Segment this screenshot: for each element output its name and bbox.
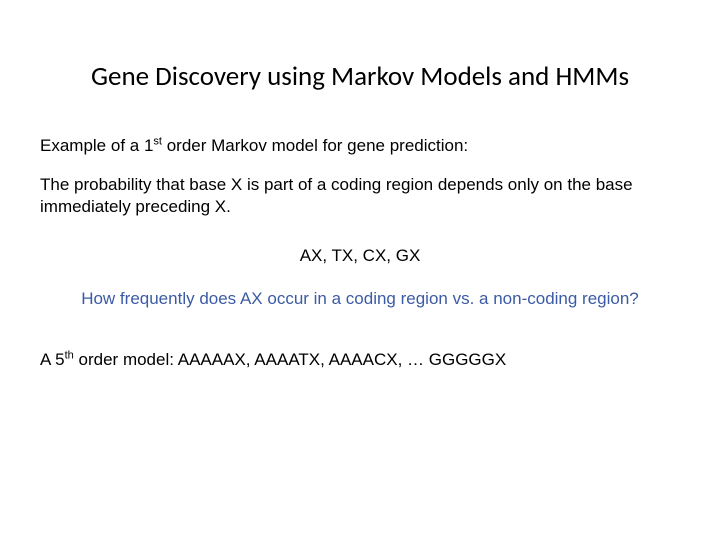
- fifth-order-model: A 5th order model: AAAAAX, AAAATX, AAAAC…: [40, 349, 680, 370]
- fifth-sup: th: [65, 350, 74, 362]
- example-pre: Example of a 1: [40, 136, 153, 155]
- slide-title: Gene Discovery using Markov Models and H…: [40, 60, 680, 93]
- example-post: order Markov model for gene prediction:: [162, 136, 468, 155]
- base-pairs: AX, TX, CX, GX: [40, 245, 680, 266]
- example-sup: st: [153, 135, 162, 147]
- frequency-question: How frequently does AX occur in a coding…: [40, 288, 680, 309]
- slide-container: Gene Discovery using Markov Models and H…: [0, 0, 720, 431]
- probability-statement: The probability that base X is part of a…: [40, 174, 680, 217]
- fifth-pre: A 5: [40, 350, 65, 369]
- fifth-post: order model: AAAAAX, AAAATX, AAAACX, … G…: [74, 350, 506, 369]
- example-intro: Example of a 1st order Markov model for …: [40, 135, 680, 156]
